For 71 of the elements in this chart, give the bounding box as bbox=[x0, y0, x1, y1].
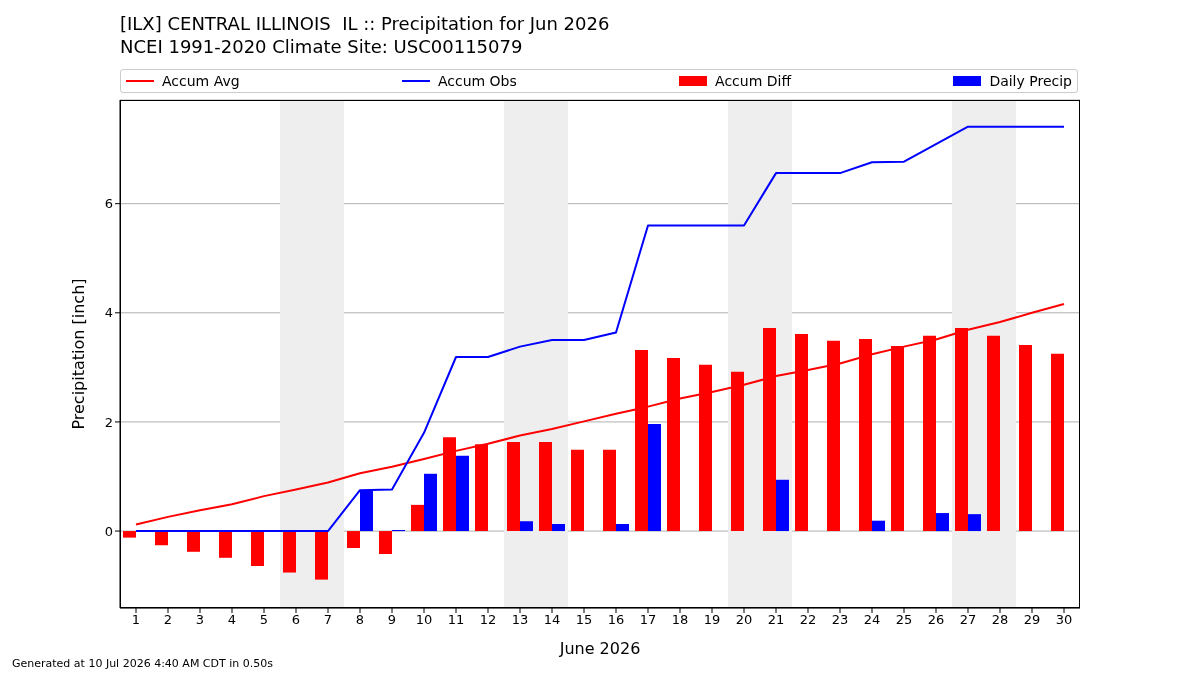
bar bbox=[616, 523, 629, 532]
x-tick-label: 26 bbox=[927, 612, 945, 628]
y-tick-label: 0 bbox=[104, 523, 113, 539]
x-tick-label: 3 bbox=[195, 612, 205, 628]
chart-title: [ILX] CENTRAL ILLINOIS IL :: Precipitation for Jun 2026 bbox=[120, 12, 610, 35]
x-tick-label: 25 bbox=[895, 612, 913, 628]
x-tick-label: 2 bbox=[163, 612, 173, 628]
bar bbox=[347, 531, 360, 548]
x-tick-label: 6 bbox=[291, 612, 301, 628]
x-tick-label: 16 bbox=[607, 612, 625, 628]
y-tick-label: 4 bbox=[104, 305, 113, 321]
x-tick-label: 4 bbox=[227, 612, 237, 628]
bar bbox=[552, 523, 565, 532]
x-tick-label: 21 bbox=[767, 612, 785, 628]
y-axis-title: Precipitation [inch] bbox=[68, 278, 88, 430]
bar bbox=[571, 449, 584, 532]
x-tick-label: 19 bbox=[703, 612, 721, 628]
bar bbox=[123, 531, 136, 538]
x-tick-label: 9 bbox=[387, 612, 397, 628]
y-tick-label: 6 bbox=[104, 196, 113, 212]
x-tick-label: 29 bbox=[1023, 612, 1041, 628]
x-tick-label: 17 bbox=[639, 612, 657, 628]
bar bbox=[539, 442, 552, 532]
x-tick-label: 7 bbox=[323, 612, 333, 628]
bar bbox=[283, 531, 296, 573]
bar bbox=[379, 531, 392, 554]
bar bbox=[424, 473, 437, 532]
x-tick-label: 10 bbox=[415, 612, 433, 628]
x-tick-label: 28 bbox=[991, 612, 1009, 628]
bar bbox=[648, 424, 661, 532]
x-tick-label: 27 bbox=[959, 612, 977, 628]
bar bbox=[219, 531, 232, 558]
x-axis-title: June 2026 bbox=[558, 639, 641, 658]
x-tick-label: 12 bbox=[479, 612, 497, 628]
bar bbox=[520, 521, 533, 532]
x-tick-label: 13 bbox=[511, 612, 529, 628]
legend-label: Accum Avg bbox=[162, 73, 240, 89]
x-tick-label: 1 bbox=[131, 612, 141, 628]
bar bbox=[1019, 345, 1032, 532]
bar bbox=[968, 514, 981, 532]
bar bbox=[456, 455, 469, 532]
bar bbox=[315, 531, 328, 580]
bar bbox=[872, 520, 885, 532]
bar bbox=[187, 531, 200, 552]
line-series bbox=[135, 125, 1065, 533]
bar bbox=[155, 531, 168, 546]
x-tick-label: 8 bbox=[355, 612, 365, 628]
bar bbox=[603, 449, 616, 532]
text: Generated at 10 Jul 2026 4:40 AM CDT in 0.50s bbox=[12, 657, 273, 670]
bar bbox=[1051, 353, 1064, 532]
bar bbox=[936, 513, 949, 532]
x-tick-label: 15 bbox=[575, 612, 593, 628]
x-tick-label: 24 bbox=[863, 612, 881, 628]
x-tick-label: 23 bbox=[831, 612, 849, 628]
legend-label: Daily Precip bbox=[989, 73, 1072, 89]
x-tick-label: 5 bbox=[259, 612, 269, 628]
bar bbox=[411, 504, 424, 532]
x-tick-label: 22 bbox=[799, 612, 817, 628]
bar bbox=[987, 335, 1000, 532]
x-tick-label: 30 bbox=[1055, 612, 1073, 628]
bar bbox=[776, 479, 789, 532]
x-tick-label: 14 bbox=[543, 612, 561, 628]
chart-subtitle: NCEI 1991-2020 Climate Site: USC00115079 bbox=[120, 35, 524, 58]
y-tick-label: 2 bbox=[104, 414, 113, 430]
x-tick-label: 20 bbox=[735, 612, 753, 628]
bar bbox=[251, 531, 264, 566]
x-tick-label: 18 bbox=[671, 612, 689, 628]
bar bbox=[507, 442, 520, 532]
x-tick-label: 11 bbox=[447, 612, 465, 628]
legend-label: Accum Diff bbox=[715, 73, 792, 89]
legend-label: Accum Obs bbox=[437, 73, 517, 89]
